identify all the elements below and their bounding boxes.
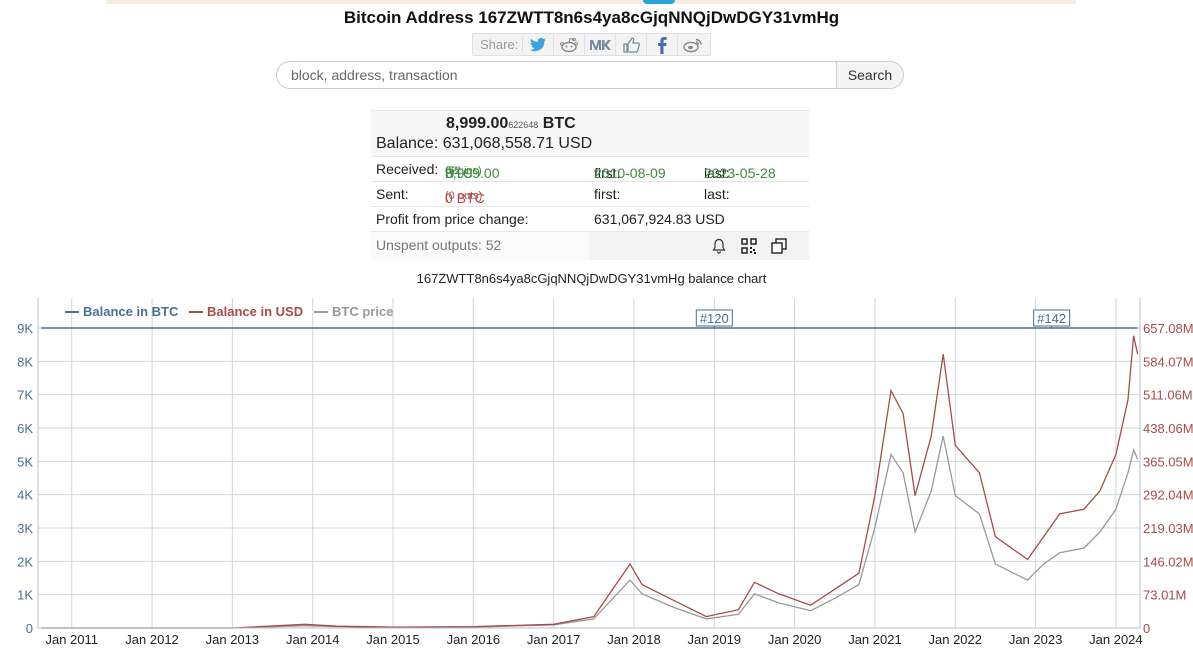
chart-annotation: #142 <box>1033 309 1071 329</box>
y-right-tick-label: 657.08M <box>1143 321 1193 336</box>
profit-value: 631,067,924.83 USD <box>594 211 725 227</box>
bell-icon[interactable] <box>709 236 729 256</box>
qr-code-icon[interactable] <box>739 236 759 256</box>
received-row: Received: 8,999.00 62 BTC (52 ins) first:… <box>371 156 809 181</box>
unspent-label: Unspent outputs: 52 <box>376 237 502 253</box>
chart-series <box>41 327 1139 629</box>
unspent-row: Unspent outputs: 52 <box>371 231 809 260</box>
x-tick-label: Jan 2011 <box>45 632 98 647</box>
legend-item-usd[interactable]: Balance in USD <box>189 304 303 319</box>
x-tick-label: Jan 2019 <box>688 632 742 647</box>
search-input[interactable] <box>276 61 836 89</box>
annotation-label: #142 <box>1037 311 1066 326</box>
x-tick-label: Jan 2012 <box>125 632 179 647</box>
sent-label: Sent: <box>376 186 409 202</box>
legend-item-price[interactable]: BTC price <box>314 304 393 319</box>
chart-annotations: #120 #142 <box>695 309 1071 329</box>
balance-in-usd-line <box>41 335 1139 629</box>
search-button[interactable]: Search <box>836 61 904 89</box>
balance-btc: 8,999.00622648 BTC <box>446 115 576 132</box>
y-right-tick-label: 511.06M <box>1143 388 1193 403</box>
annotation-label: #120 <box>700 311 729 326</box>
x-tick-label: Jan 2014 <box>286 632 340 647</box>
x-tick-label: Jan 2022 <box>929 632 983 647</box>
x-tick-label: Jan 2023 <box>1009 632 1063 647</box>
y-right-tick-label: 438.06M <box>1143 421 1193 436</box>
x-tick-label: Jan 2018 <box>607 632 661 647</box>
sent-last: last: <box>704 186 730 202</box>
y-right-tick-label: 146.02M <box>1143 554 1193 569</box>
y-right-tick-label: 219.03M <box>1143 521 1193 536</box>
x-tick-label: Jan 2015 <box>366 632 420 647</box>
vk-icon[interactable] <box>585 34 617 55</box>
legend-label-price: BTC price <box>332 304 393 319</box>
balance-chart: #120 #142 Jan 2011 Jan 2012 Jan 2013 Jan 201… <box>17 298 1193 647</box>
copy-icon[interactable] <box>769 236 789 256</box>
y-left-tick-label: 7K <box>17 388 33 403</box>
address-actions <box>589 232 809 260</box>
y-left-tick-label: 4K <box>17 488 33 503</box>
facebook-icon[interactable] <box>647 34 679 55</box>
y-left-tick-label: 8K <box>17 354 33 369</box>
y-left-tick-label: 3K <box>17 521 33 536</box>
chart-grid <box>38 298 1140 629</box>
x-tick-label: Jan 2020 <box>768 632 822 647</box>
chart-annotation: #120 <box>695 309 733 329</box>
chart-title: 167ZWTT8n6s4ya8cGjqNNQjDwDGY31vmHg balan… <box>416 271 767 286</box>
chart-axes: Jan 2011 Jan 2012 Jan 2013 Jan 2014 Jan 2015… <box>17 298 1193 647</box>
balance-usd: Balance: 631,068,558.71 USD <box>376 135 593 152</box>
weibo-icon[interactable] <box>678 34 708 55</box>
address-info-table: 8,999.00622648 BTC Balance: 631,068,558.… <box>371 110 809 260</box>
sent-row: Sent: 0 BTC (0 outs) first: last: <box>371 181 809 206</box>
chart-legend: Balance in BTC Balance in USD BTC price <box>65 304 393 319</box>
x-tick-label: Jan 2013 <box>206 632 260 647</box>
profit-row: Profit from price change: 631,067,924.83… <box>371 206 809 231</box>
y-left-tick-label: 6K <box>17 421 33 436</box>
y-right-tick-label: 0 <box>1143 621 1150 636</box>
legend-item-btc[interactable]: Balance in BTC <box>65 304 179 319</box>
x-tick-label: Jan 2024 <box>1089 632 1143 647</box>
page-title: Bitcoin Address 167ZWTT8n6s4ya8cGjqNNQjD… <box>343 8 840 27</box>
legend-label-btc: Balance in BTC <box>83 304 179 319</box>
reddit-icon[interactable] <box>554 34 586 55</box>
y-left-tick-label: 2K <box>17 554 33 569</box>
balance-row: 8,999.00622648 BTC Balance: 631,068,558.… <box>371 110 809 156</box>
y-right-tick-label: 365.05M <box>1143 454 1193 469</box>
profit-label: Profit from price change: <box>376 211 529 227</box>
twitter-icon[interactable] <box>523 34 555 55</box>
y-left-tick-label: 5K <box>17 454 33 469</box>
y-left-tick-label: 0 <box>26 621 33 636</box>
x-tick-label: Jan 2017 <box>527 632 581 647</box>
y-left-tick-label: 9K <box>17 321 33 336</box>
like-icon[interactable] <box>616 34 648 55</box>
x-tick-label: Jan 2016 <box>447 632 501 647</box>
legend-label-usd: Balance in USD <box>207 304 303 319</box>
share-bar: Share: <box>472 33 712 56</box>
y-left-tick-label: 1K <box>17 588 33 603</box>
y-right-tick-label: 73.01M <box>1143 588 1186 603</box>
y-right-tick-label: 292.04M <box>1143 488 1193 503</box>
share-label: Share: <box>475 37 524 52</box>
logo-fragment <box>643 0 675 4</box>
top-banner-strip <box>106 0 1076 4</box>
received-label: Received: <box>376 161 439 177</box>
y-right-tick-label: 584.07M <box>1143 354 1193 369</box>
search-bar: Search <box>276 61 904 89</box>
sent-first: first: <box>594 186 621 202</box>
x-tick-label: Jan 2021 <box>848 632 902 647</box>
